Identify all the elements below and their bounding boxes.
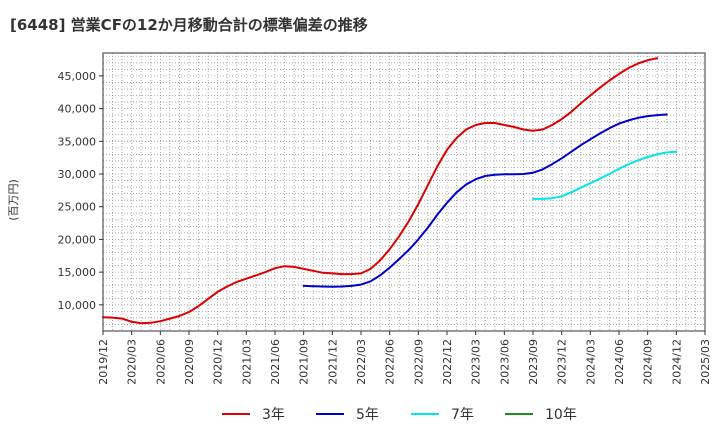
x-tick-label: 2022/06 (384, 339, 397, 385)
y-tick-label: 35,000 (58, 135, 97, 148)
legend-label-2: 5年 (356, 407, 379, 423)
legend-label-4: 10年 (545, 407, 577, 423)
y-tick-label: 40,000 (58, 103, 97, 116)
x-tick-label: 2022/12 (441, 339, 454, 385)
x-tick-label: 2024/12 (670, 339, 683, 385)
x-tick-label: 2023/09 (527, 339, 540, 385)
y-tick-label: 20,000 (58, 233, 97, 246)
chart-title: [6448] 営業CFの12か月移動合計の標準偏差の推移 (10, 16, 368, 34)
legend-label-3: 7年 (451, 407, 474, 423)
x-tick-label: 2025/03 (699, 339, 712, 385)
x-tick-label: 2020/03 (126, 339, 139, 385)
x-tick-label: 2020/09 (183, 339, 196, 385)
x-tick-label: 2020/12 (212, 339, 225, 385)
y-tick-label: 15,000 (58, 266, 97, 279)
x-tick-label: 2019/12 (97, 339, 110, 385)
series-line-3 (532, 150, 678, 200)
x-tick-label: 2023/12 (556, 339, 569, 385)
x-tick-label: 2022/09 (412, 339, 425, 385)
x-tick-label: 2023/03 (470, 339, 483, 385)
x-tick-label: 2023/06 (498, 339, 511, 385)
y-tick-label: 25,000 (58, 201, 97, 214)
x-axis: 2019/12 2020/03 2020/06 2020/09 2020/12 2021/… (97, 331, 712, 385)
x-tick-label: 2024/06 (613, 339, 626, 385)
series-layer (102, 57, 678, 325)
grid (103, 53, 705, 331)
x-tick-label: 2021/12 (326, 339, 339, 385)
x-tick-label: 2021/09 (298, 339, 311, 385)
y-axis-label: (百万円) (7, 179, 20, 221)
y-tick-label: 30,000 (58, 168, 97, 181)
series-line-2 (302, 113, 668, 288)
y-tick-label: 10,000 (58, 299, 97, 312)
plot-frame (102, 52, 706, 332)
x-tick-label: 2024/09 (642, 339, 655, 385)
x-tick-label: 2020/06 (154, 339, 167, 385)
x-tick-label: 2022/03 (355, 339, 368, 385)
plot-background (103, 53, 705, 331)
y-axis: 10,000 15,000 20,000 25,000 30,000 35,000 40,0… (58, 70, 103, 312)
x-tick-label: 2021/03 (240, 339, 253, 385)
legend-label-1: 3年 (262, 407, 285, 423)
legend: 3年 5年 7年 10年 (222, 407, 577, 423)
x-tick-label: 2021/06 (269, 339, 282, 385)
x-tick-label: 2024/03 (584, 339, 597, 385)
y-tick-label: 45,000 (58, 70, 97, 83)
series-line-1 (102, 57, 659, 325)
